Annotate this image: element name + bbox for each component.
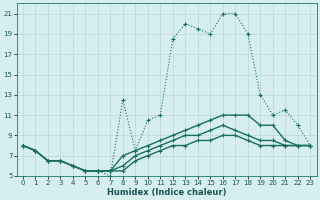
X-axis label: Humidex (Indice chaleur): Humidex (Indice chaleur) [107, 188, 226, 197]
